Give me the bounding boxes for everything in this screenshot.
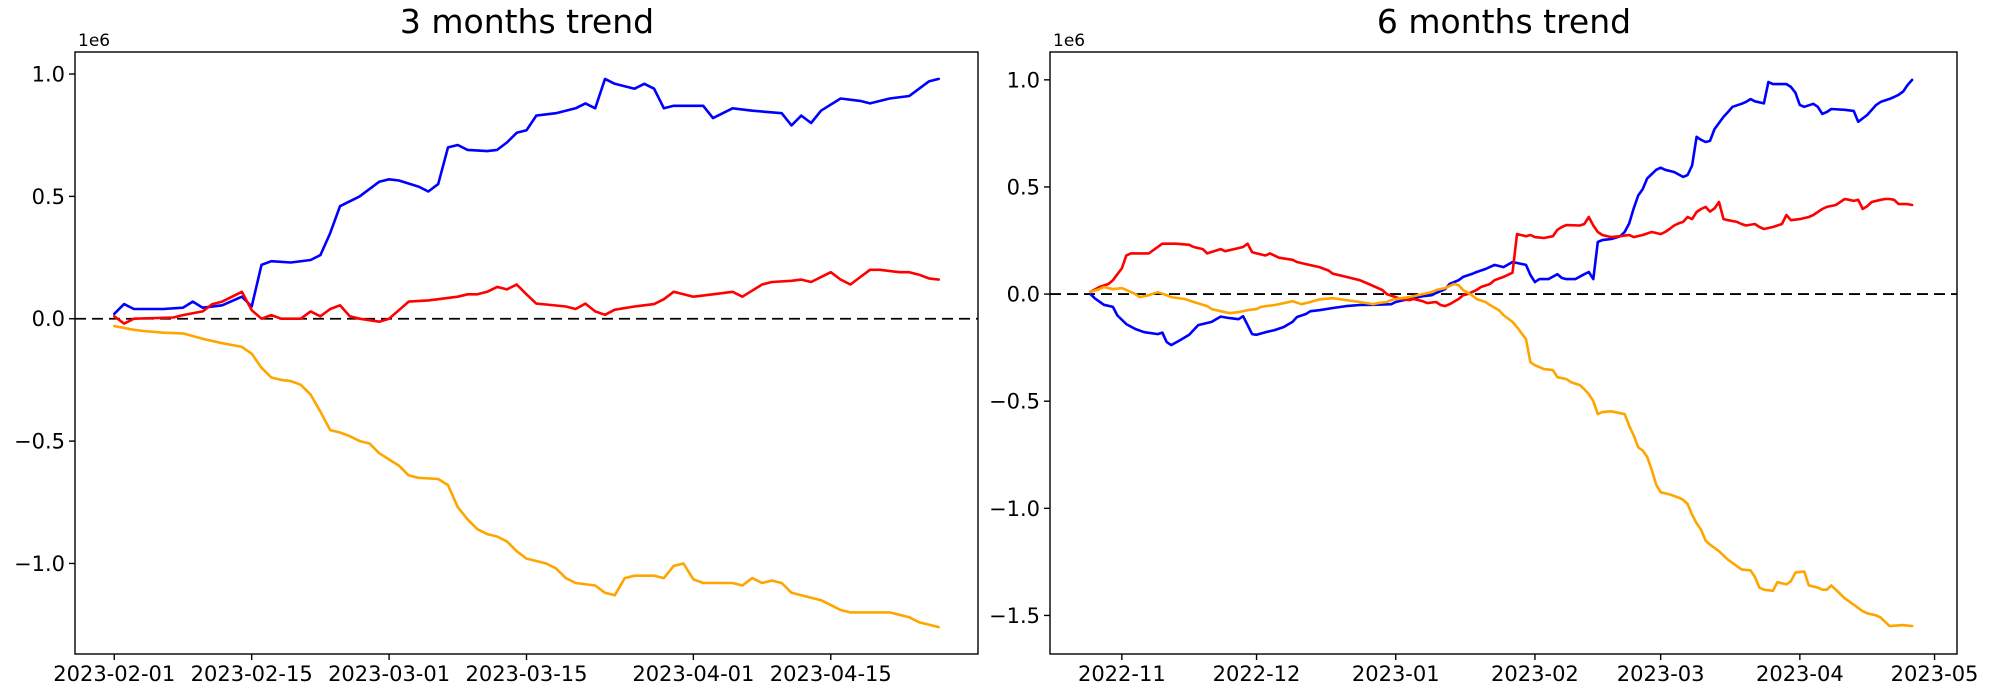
series-line-blue bbox=[113, 77, 941, 316]
series-line-orange bbox=[113, 324, 941, 629]
chart-0-plot-area: 2023-02-01 2023-02-15 2023-03-01 2023-03-15… bbox=[14, 51, 979, 686]
chart-title-6-months-trend: 6 months trend bbox=[1376, 2, 1632, 41]
x-tick-label: 2023-04-01 bbox=[632, 662, 754, 686]
chart-title-3-months-trend: 3 months trend bbox=[399, 2, 655, 41]
y-tick-label: −0.5 bbox=[989, 390, 1040, 414]
x-tick-label: 2023-02 bbox=[1491, 662, 1579, 686]
y-tick-label: 0.5 bbox=[1007, 175, 1040, 199]
x-tick-label: 2023-04 bbox=[1756, 662, 1844, 686]
series-line-red bbox=[113, 268, 941, 325]
x-tick-label: 2023-04-15 bbox=[770, 662, 892, 686]
series-line-blue bbox=[1089, 78, 1914, 347]
chart-1-plot-area: 2022-11 2022-12 2023-01 2023-02 2023-03 2023-… bbox=[989, 51, 1979, 686]
y-tick-label: −1.0 bbox=[989, 497, 1040, 521]
y-tick-label: 1.0 bbox=[32, 63, 65, 87]
y-tick-label: 1.0 bbox=[1007, 68, 1040, 92]
y-axis-offset-label-left: 1e6 bbox=[78, 31, 111, 51]
y-tick-label: −1.5 bbox=[989, 604, 1040, 628]
x-tick-label: 2023-01 bbox=[1352, 662, 1440, 686]
y-tick-label: 0.0 bbox=[1007, 283, 1040, 307]
plot-border bbox=[1049, 51, 1958, 655]
x-tick-label: 2023-05 bbox=[1891, 662, 1979, 686]
x-tick-label: 2023-03-15 bbox=[465, 662, 587, 686]
x-tick-label: 2023-02-01 bbox=[53, 662, 175, 686]
y-axis-offset-label-right: 1e6 bbox=[1053, 31, 1086, 51]
y-tick-label: −0.5 bbox=[14, 430, 65, 454]
x-tick-label: 2023-03 bbox=[1617, 662, 1705, 686]
x-tick-label: 2023-02-15 bbox=[191, 662, 313, 686]
x-tick-label: 2023-03-01 bbox=[328, 662, 450, 686]
series-line-red bbox=[1089, 197, 1914, 308]
y-tick-label: −1.0 bbox=[14, 552, 65, 576]
y-tick-label: 0.0 bbox=[32, 307, 65, 331]
x-tick-label: 2022-11 bbox=[1078, 662, 1166, 686]
y-tick-label: 0.5 bbox=[32, 185, 65, 209]
plot-border bbox=[74, 51, 979, 655]
series-line-orange bbox=[1089, 282, 1914, 628]
x-tick-label: 2022-12 bbox=[1213, 662, 1301, 686]
